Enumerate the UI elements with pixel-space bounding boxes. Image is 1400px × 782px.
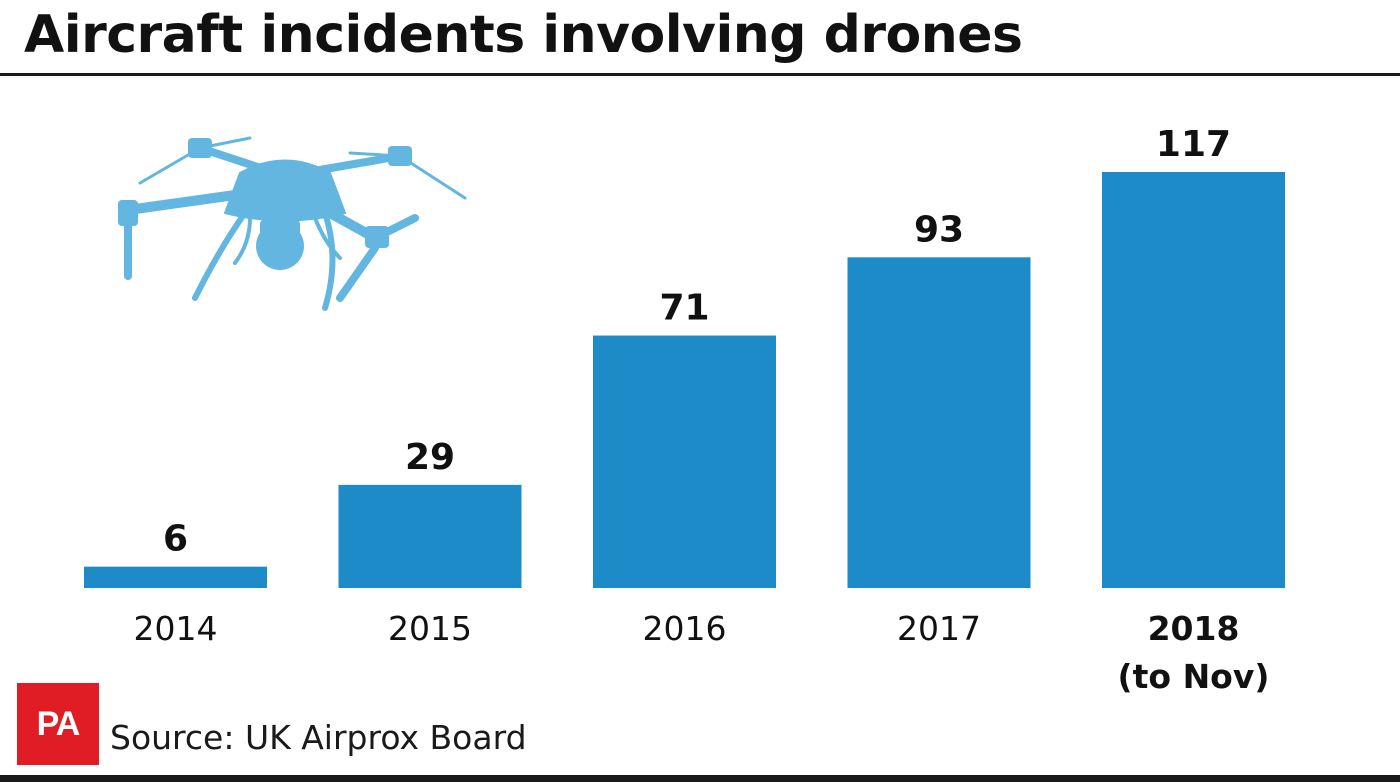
- drone-icon: [118, 136, 467, 311]
- tick-label-2015: 2015: [388, 609, 472, 648]
- tick-sublabel-2018: (to Nov): [1118, 657, 1270, 696]
- tick-label-2018: 2018: [1148, 609, 1240, 648]
- bar-2014: [84, 566, 267, 588]
- data-label-2015: 29: [405, 437, 455, 478]
- bottom-divider: [0, 775, 1400, 782]
- title-divider: [0, 73, 1400, 76]
- data-label-2017: 93: [914, 209, 964, 250]
- data-label-2014: 6: [163, 519, 188, 560]
- page-title: Aircraft incidents involving drones: [24, 5, 1023, 65]
- bar-2017: [847, 257, 1031, 588]
- source-note: Source: UK Airprox Board: [110, 718, 527, 757]
- bar-2018: [1102, 172, 1285, 588]
- tick-label-2017: 2017: [897, 609, 981, 648]
- data-label-2016: 71: [659, 288, 709, 329]
- tick-label-2014: 2014: [134, 609, 218, 648]
- tick-label-2016: 2016: [643, 609, 727, 648]
- pa-logo: PA: [17, 683, 99, 765]
- data-label-2018: 117: [1156, 124, 1231, 165]
- bar-2015: [338, 484, 522, 588]
- bar-2016: [593, 335, 776, 588]
